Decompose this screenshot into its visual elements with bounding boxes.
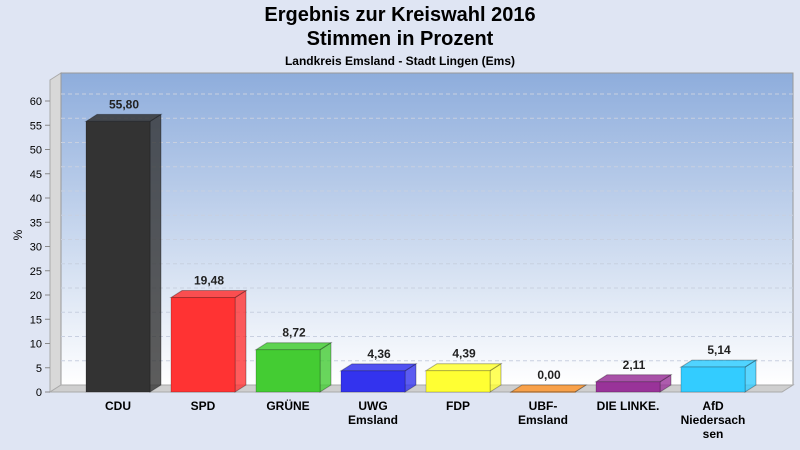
x-tick-label: CDU bbox=[105, 399, 131, 413]
x-tick-label: Emsland bbox=[518, 413, 568, 427]
data-label: 19,48 bbox=[194, 274, 224, 288]
y-tick-label: 35 bbox=[30, 217, 42, 229]
data-label: 4,39 bbox=[452, 347, 476, 361]
x-tick-label: sen bbox=[703, 427, 724, 441]
bar bbox=[255, 349, 321, 393]
data-label: 4,36 bbox=[367, 347, 391, 361]
y-tick-label: 15 bbox=[30, 314, 42, 326]
bar-top bbox=[339, 363, 418, 372]
bar-top bbox=[84, 113, 163, 122]
data-label: 0,00 bbox=[537, 368, 561, 382]
bar bbox=[510, 391, 576, 393]
bar-top bbox=[169, 290, 248, 299]
y-tick-label: 50 bbox=[30, 145, 42, 157]
bar-top bbox=[424, 363, 503, 372]
bar-side bbox=[149, 113, 162, 393]
x-tick-label: DIE LINKE. bbox=[597, 399, 660, 413]
y-tick-label: 10 bbox=[30, 339, 42, 351]
bar-side bbox=[234, 289, 247, 393]
chart-caption: Landkreis Emsland - Stadt Lingen (Ems) bbox=[284, 54, 516, 68]
bar bbox=[595, 381, 661, 393]
y-tick-label: 55 bbox=[30, 120, 42, 132]
x-tick-label: AfD bbox=[702, 399, 724, 413]
data-label: 55,80 bbox=[109, 97, 139, 111]
bar-top bbox=[254, 342, 333, 351]
y-tick-label: 60 bbox=[30, 96, 42, 108]
bar bbox=[170, 297, 236, 393]
x-tick-label: GRÜNE bbox=[266, 398, 309, 413]
bar bbox=[425, 370, 491, 393]
chart-subtitle: Stimmen in Prozent bbox=[306, 28, 494, 50]
bar bbox=[85, 120, 151, 393]
bar bbox=[680, 366, 746, 393]
x-tick-label: UBF- bbox=[529, 399, 558, 413]
chart-title: Ergebnis zur Kreiswahl 2016 bbox=[264, 4, 536, 26]
data-label: 2,11 bbox=[623, 358, 646, 372]
x-tick-label: SPD bbox=[191, 399, 216, 413]
y-tick-label: 5 bbox=[36, 363, 42, 375]
y-tick-label: 30 bbox=[30, 242, 42, 254]
x-tick-label: Niedersach bbox=[681, 413, 746, 427]
x-tick-label: UWG bbox=[358, 399, 387, 413]
y-axis-label: % bbox=[11, 229, 25, 240]
side-wall bbox=[49, 72, 62, 393]
x-tick-label: FDP bbox=[446, 399, 470, 413]
y-tick-label: 45 bbox=[30, 169, 42, 181]
y-tick-label: 25 bbox=[30, 266, 42, 278]
bar bbox=[340, 370, 406, 393]
bar-top bbox=[509, 384, 588, 393]
bar-top bbox=[679, 359, 758, 368]
y-tick-label: 20 bbox=[30, 290, 42, 302]
data-label: 5,14 bbox=[707, 343, 731, 357]
bar-top bbox=[594, 374, 673, 383]
y-tick-label: 40 bbox=[30, 193, 42, 205]
x-tick-label: Emsland bbox=[348, 413, 398, 427]
data-label: 8,72 bbox=[282, 326, 306, 340]
y-tick-label: 0 bbox=[36, 387, 42, 399]
bar-side bbox=[319, 341, 332, 393]
